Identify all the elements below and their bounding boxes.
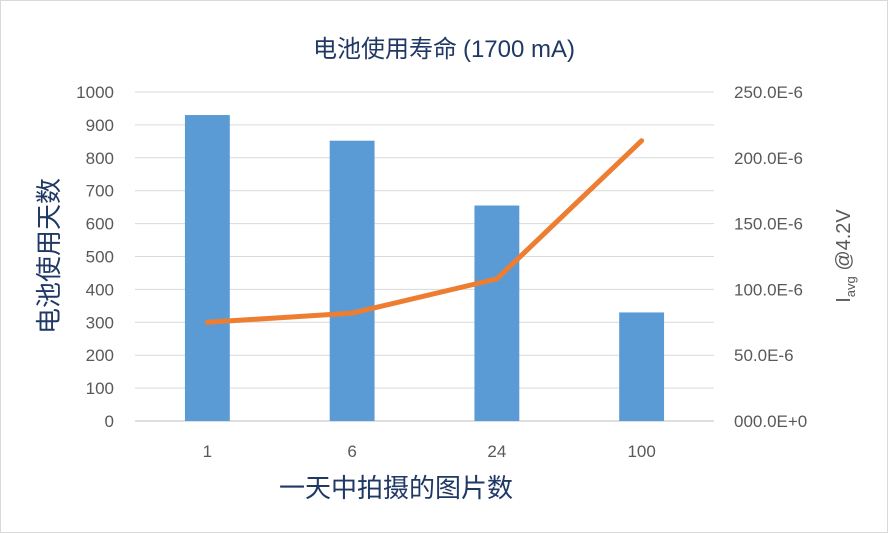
- y-axis-right-label-sub: avg: [843, 276, 858, 297]
- y2-tick-label: 150.0E-6: [734, 215, 803, 234]
- bar-6: [329, 140, 375, 421]
- bar-100: [619, 312, 665, 421]
- x-axis-ticks: 1 6 24 100: [203, 442, 656, 461]
- y-axis-right-ticks: 000.0E+0 50.0E-6 100.0E-6 150.0E-6 200.0E-6 2…: [734, 83, 807, 431]
- y-tick-label: 600: [86, 215, 114, 234]
- chart-title-main: 电池使用寿命: [313, 36, 457, 63]
- x-axis-label: 一天中拍摄的图片数: [279, 474, 513, 504]
- y-tick-label: 100: [86, 379, 114, 398]
- chart-title-suffix: (1700 mA): [463, 36, 575, 63]
- y-tick-label: 900: [86, 116, 114, 135]
- chart-title: 电池使用寿命 (1700 mA): [313, 36, 575, 63]
- y-axis-left-ticks: 0 100 200 300 400 500 600 700 800 900 1000: [76, 83, 114, 431]
- y-tick-label: 0: [105, 412, 114, 431]
- y-axis-left-label: 电池使用天数: [35, 178, 65, 334]
- x-tick-label: 1: [203, 442, 212, 461]
- y2-tick-label: 250.0E-6: [734, 83, 803, 102]
- bar-1: [184, 115, 230, 421]
- line-series: [204, 138, 645, 325]
- y2-tick-label: 50.0E-6: [734, 346, 794, 365]
- bar-series: [184, 115, 665, 421]
- y2-tick-label: 200.0E-6: [734, 149, 803, 168]
- x-tick-label: 24: [487, 442, 506, 461]
- current-line: [204, 138, 645, 325]
- y-tick-label: 500: [86, 248, 114, 267]
- y-tick-label: 200: [86, 346, 114, 365]
- x-tick-label: 100: [627, 442, 655, 461]
- gridlines: [135, 91, 714, 422]
- y2-tick-label: 000.0E+0: [734, 412, 807, 431]
- y-tick-label: 400: [86, 280, 114, 299]
- y-tick-label: 700: [86, 182, 114, 201]
- y-tick-label: 800: [86, 149, 114, 168]
- x-tick-label: 6: [347, 442, 356, 461]
- y-tick-label: 300: [86, 313, 114, 332]
- y-axis-right-label-rest: @4.2V: [833, 209, 855, 277]
- y2-tick-label: 100.0E-6: [734, 280, 803, 299]
- y-axis-right-label: Iavg @4.2V: [833, 209, 858, 303]
- bar-24: [474, 205, 520, 421]
- y-tick-label: 1000: [76, 83, 114, 102]
- y-axis-right-label-base: I: [833, 297, 855, 303]
